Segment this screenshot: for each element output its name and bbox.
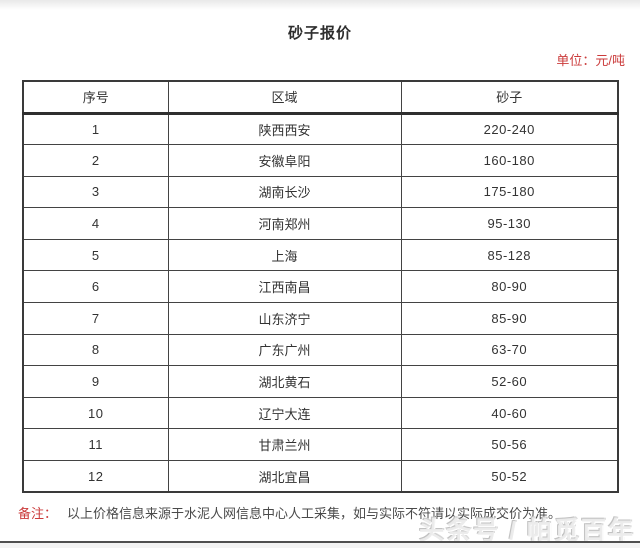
price-cell: 52-60 [400, 365, 619, 398]
column-header-2: 砂子 [400, 80, 619, 115]
region-cell: 甘肃兰州 [167, 428, 402, 462]
row-number-cell: 9 [22, 365, 169, 398]
column-header-1: 区域 [167, 80, 402, 115]
price-cell: 85-90 [400, 302, 619, 335]
region-cell: 广东广州 [167, 333, 402, 367]
table-row: 9 湖北黄石 52-60 [22, 365, 619, 398]
table-row: 5 上海 85-128 [22, 238, 619, 272]
note-label: 备注： [18, 506, 58, 521]
table-header-row: 序号 区域 砂子 [22, 80, 619, 115]
top-fade-strip [0, 0, 640, 10]
table-row: 10 辽宁大连 40-60 [22, 396, 619, 430]
table-row: 1 陕西西安 220-240 [22, 112, 619, 146]
unit-label: 单位：元/吨 [556, 53, 625, 68]
price-cell: 85-128 [400, 238, 619, 272]
row-number-cell: 5 [22, 238, 169, 272]
table-row: 12 湖北宜昌 50-52 [22, 460, 619, 493]
note-text: 以上价格信息来源于水泥人网信息中心人工采集，如与实际不符请以实际成交价为准。 [67, 506, 562, 521]
bottom-divider [0, 541, 640, 543]
row-number-cell: 4 [22, 207, 169, 240]
region-cell: 湖北黄石 [167, 365, 402, 398]
price-cell: 175-180 [400, 175, 619, 209]
page-title: 砂子报价 [287, 25, 352, 42]
table-row: 6 江西南昌 80-90 [22, 270, 619, 304]
region-cell: 湖北宜昌 [167, 460, 402, 493]
region-cell: 辽宁大连 [167, 396, 402, 430]
region-cell: 河南郑州 [167, 207, 402, 240]
row-number-cell: 2 [22, 144, 169, 177]
watermark: 头条号 / 帕觅百年 [419, 517, 635, 545]
region-cell: 江西南昌 [167, 270, 402, 304]
price-cell: 40-60 [400, 396, 619, 430]
region-cell: 上海 [167, 238, 402, 272]
table-row: 3 湖南长沙 175-180 [22, 175, 619, 209]
row-number-cell: 12 [22, 460, 169, 493]
price-cell: 63-70 [400, 333, 619, 367]
table-row: 4 河南郑州 95-130 [22, 207, 619, 240]
row-number-cell: 1 [22, 112, 169, 146]
price-cell: 50-56 [400, 428, 619, 462]
table-row: 7 山东济宁 85-90 [22, 302, 619, 335]
price-cell: 50-52 [400, 460, 619, 493]
row-number-cell: 6 [22, 270, 169, 304]
price-cell: 160-180 [400, 144, 619, 177]
column-header-0: 序号 [22, 80, 169, 115]
price-cell: 95-130 [400, 207, 619, 240]
row-number-cell: 11 [22, 428, 169, 462]
bottom-strip [0, 543, 640, 548]
region-cell: 湖南长沙 [167, 175, 402, 209]
row-number-cell: 8 [22, 333, 169, 367]
row-number-cell: 3 [22, 175, 169, 209]
row-number-cell: 7 [22, 302, 169, 335]
table-body: 1 陕西西安 220-240 2 安徽阜阳 160-180 3 湖南长沙 175-180 4 河南郑… [22, 112, 619, 493]
price-table: 序号 区域 砂子 1 陕西西安 220-240 2 安徽阜阳 160-180 3 湖南长沙 175-… [22, 80, 619, 494]
table-row: 11 甘肃兰州 50-56 [22, 428, 619, 462]
price-cell: 220-240 [400, 112, 619, 146]
row-number-cell: 10 [22, 396, 169, 430]
table-row: 8 广东广州 63-70 [22, 333, 619, 367]
table-row: 2 安徽阜阳 160-180 [22, 144, 619, 177]
region-cell: 山东济宁 [167, 302, 402, 335]
region-cell: 陕西西安 [167, 112, 402, 146]
price-cell: 80-90 [400, 270, 619, 304]
region-cell: 安徽阜阳 [167, 144, 402, 177]
note: 备注： 以上价格信息来源于水泥人网信息中心人工采集，如与实际不符请以实际成交价为准… [18, 503, 618, 522]
